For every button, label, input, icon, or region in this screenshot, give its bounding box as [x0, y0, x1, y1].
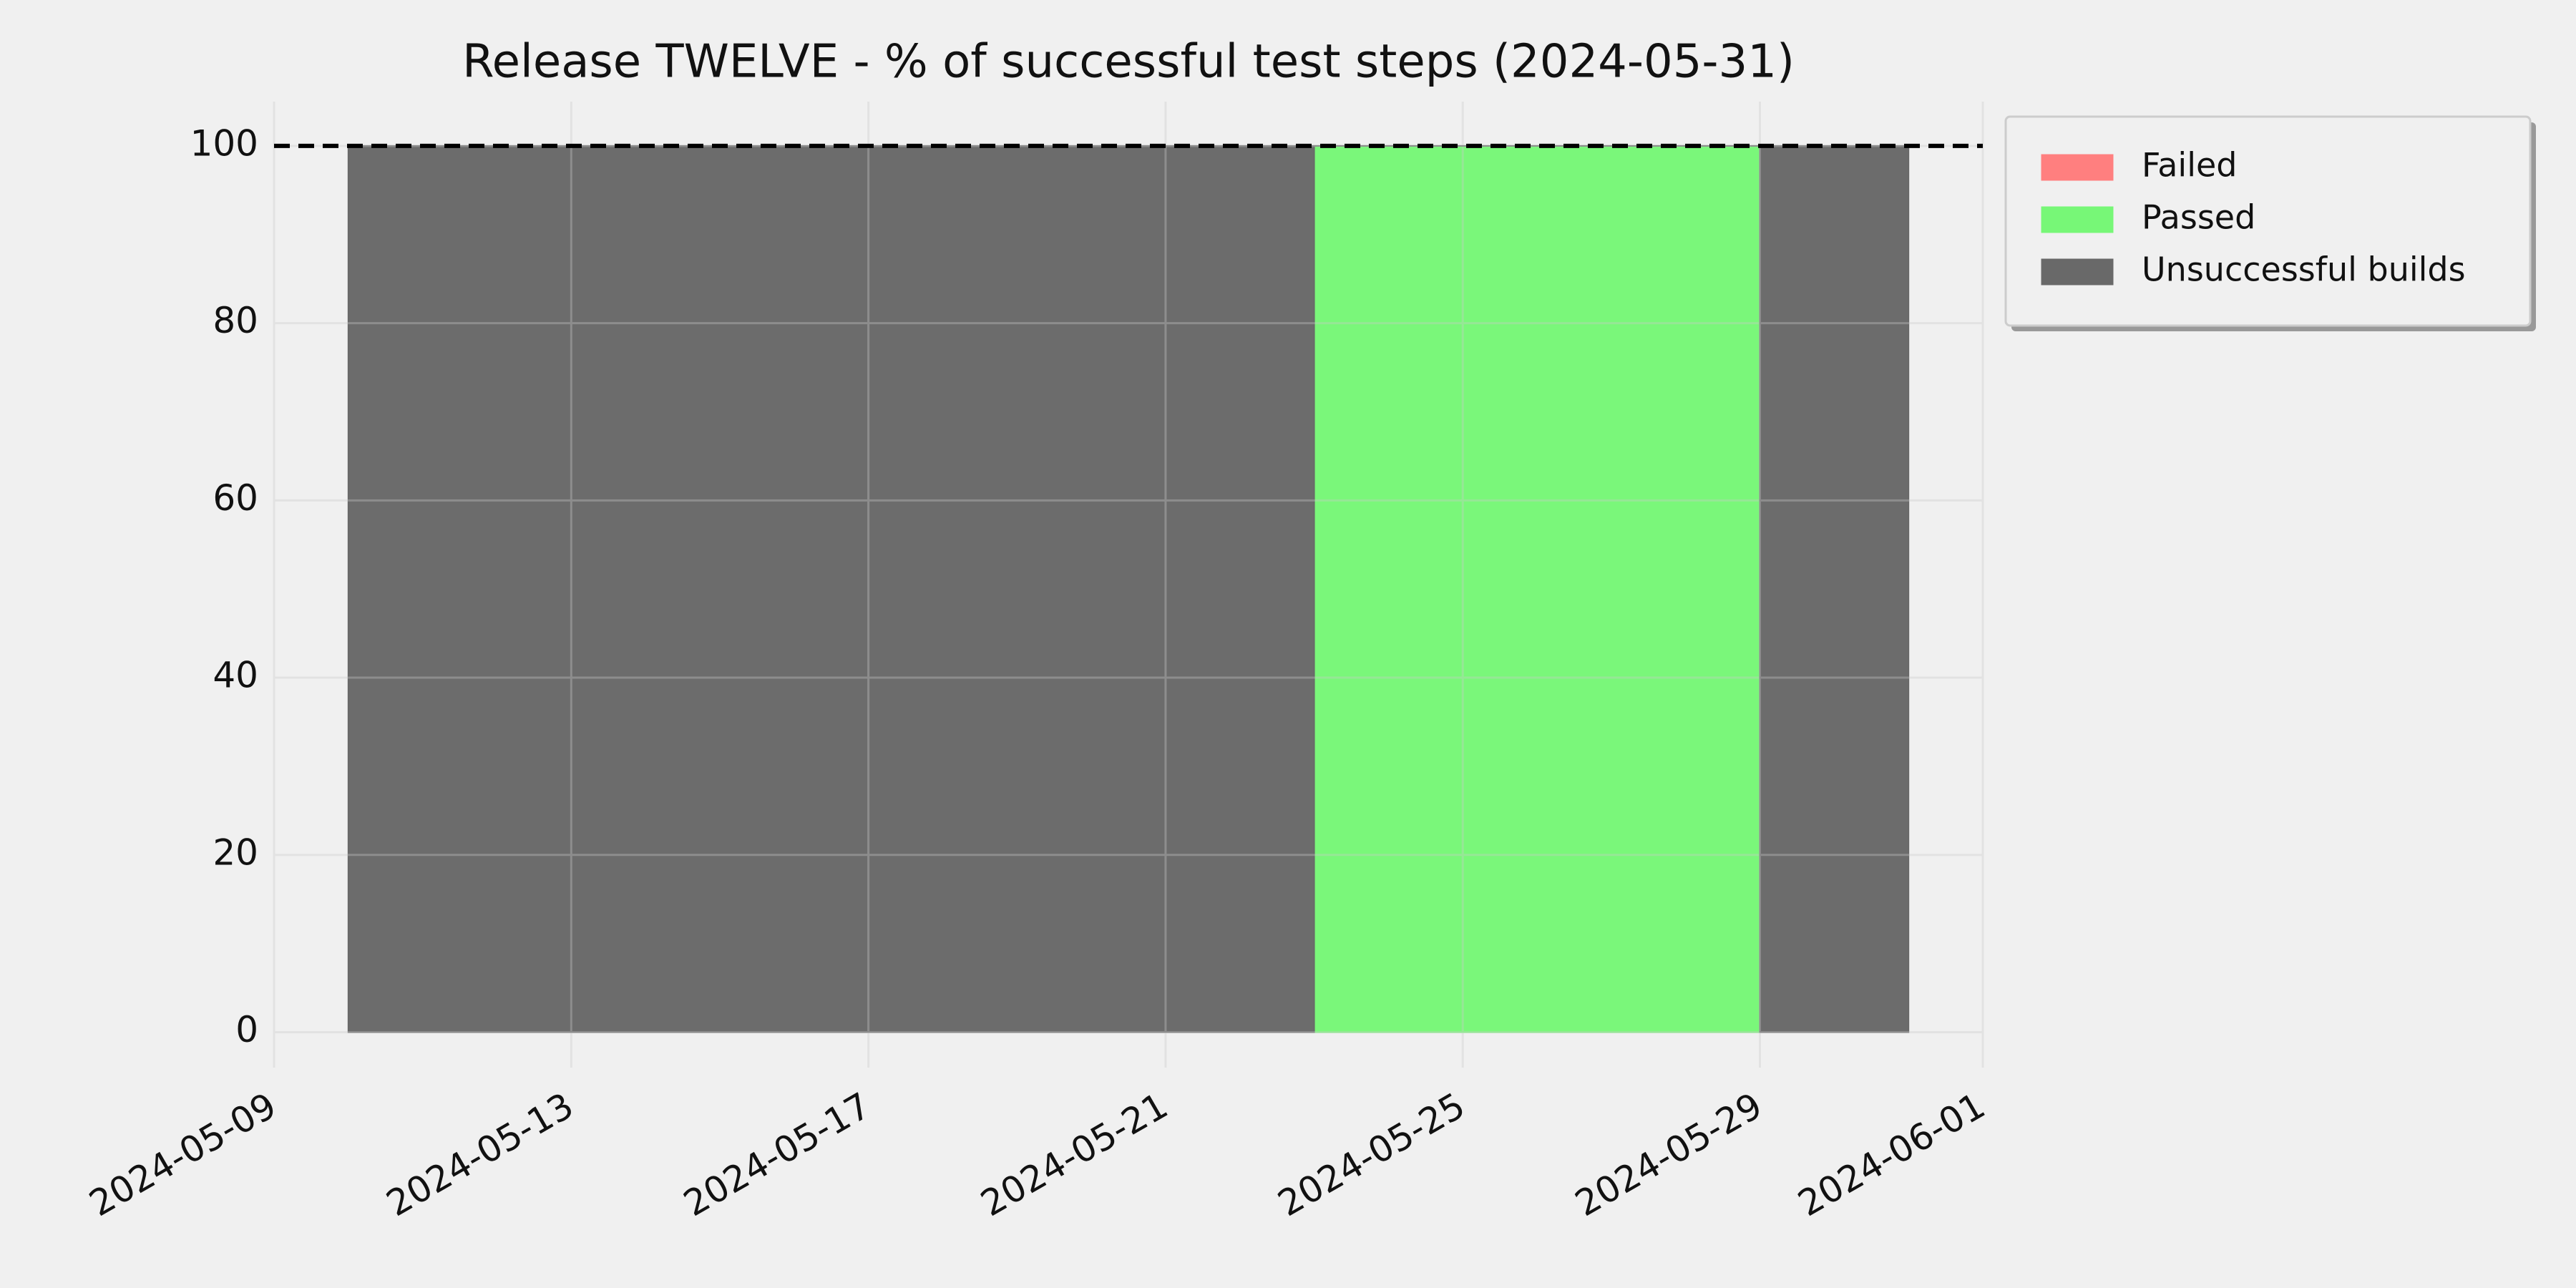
- legend-label: Passed: [2142, 198, 2255, 237]
- legend-swatch: [2041, 206, 2114, 233]
- y-tick-label: 40: [213, 655, 258, 696]
- grid: [273, 102, 1984, 1068]
- legend-box: [2004, 115, 2532, 327]
- legend-label: Unsuccessful builds: [2142, 250, 2466, 289]
- y-tick-label: 80: [213, 300, 258, 341]
- areas: [347, 145, 1910, 1033]
- y-tick-label: 0: [235, 1009, 258, 1050]
- y-tick-label: 60: [213, 477, 258, 519]
- chart-title: Release TWELVE - % of successful test st…: [462, 36, 1795, 89]
- y-tick-label: 100: [190, 122, 258, 164]
- legend-swatch: [2041, 154, 2114, 181]
- y-tick-label: 20: [213, 831, 258, 873]
- legend-swatch: [2041, 258, 2114, 286]
- legend-label: Failed: [2142, 146, 2238, 185]
- legend: Failed Passed Unsuccessful builds: [2004, 115, 2536, 331]
